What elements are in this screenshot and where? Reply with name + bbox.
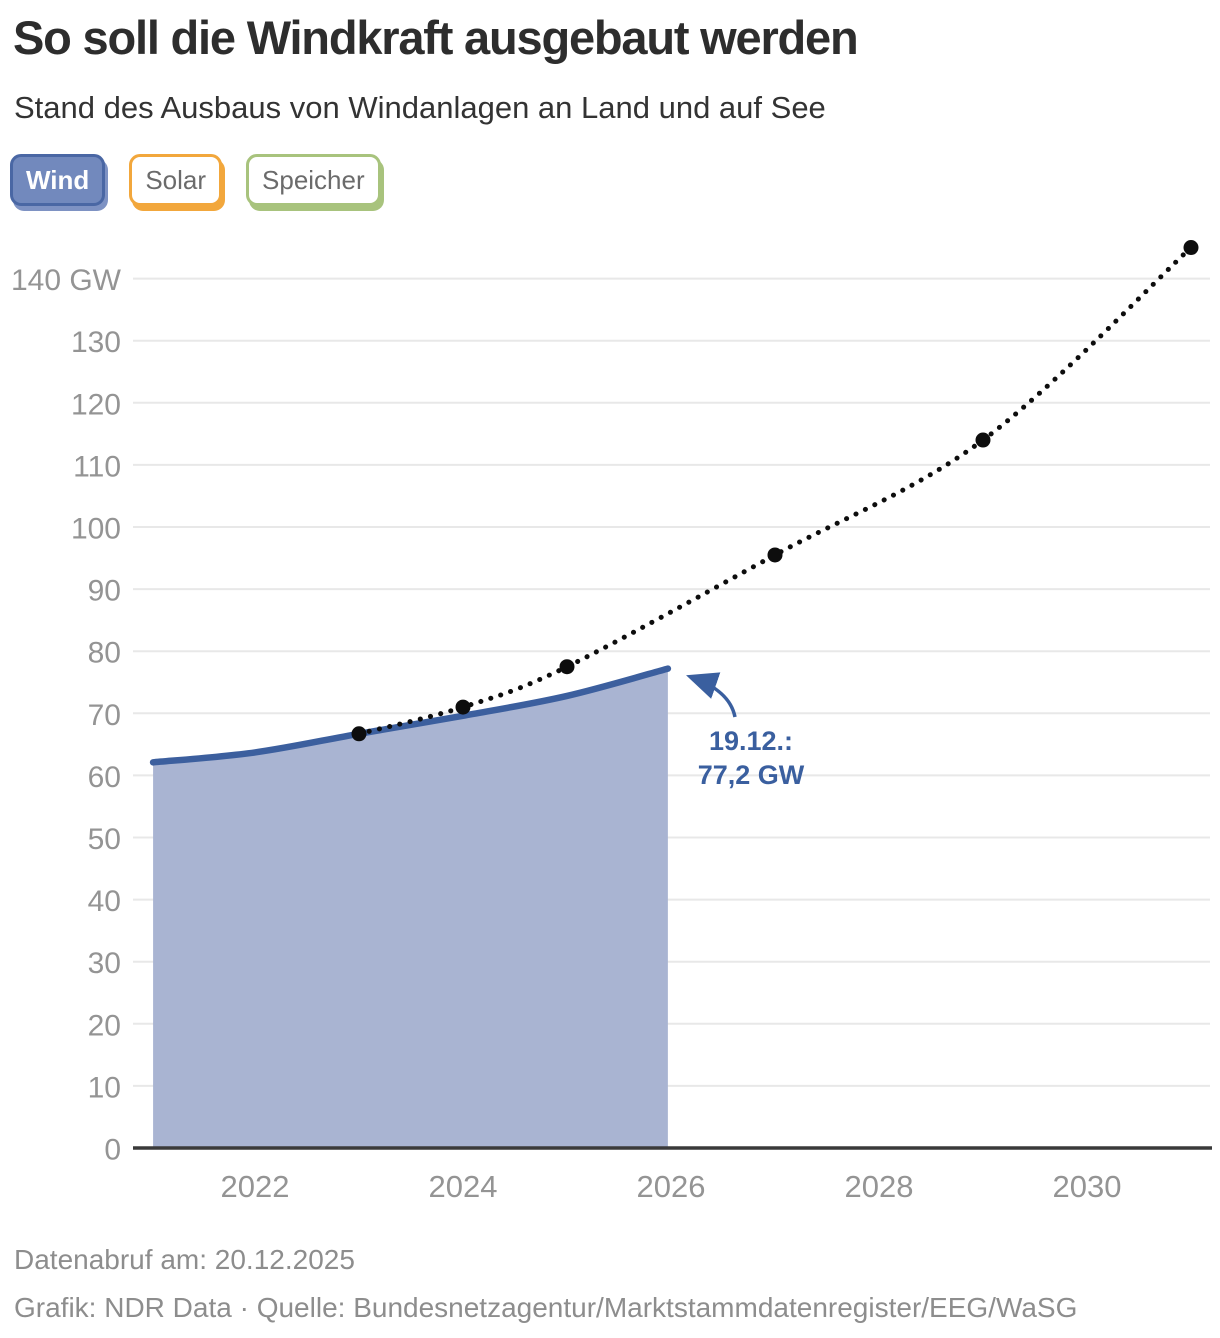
x-tick-label: 2026 <box>637 1169 706 1204</box>
actual-area-fill <box>153 668 668 1148</box>
page-title: So soll die Windkraft ausgebaut werden <box>13 11 859 64</box>
annotation-arrow <box>686 672 737 718</box>
y-tick-label: 120 <box>71 388 121 421</box>
y-tick-label: 130 <box>71 326 121 359</box>
tab-wind[interactable]: Wind <box>10 154 106 206</box>
x-tick-label: 2024 <box>429 1169 498 1204</box>
target-point <box>455 699 471 715</box>
y-tick-label: 60 <box>88 761 121 794</box>
target-point <box>1183 240 1199 256</box>
target-point <box>351 726 367 742</box>
y-tick-label: 140 GW <box>11 264 122 297</box>
y-tick-label: 50 <box>88 823 121 856</box>
actual-line <box>149 665 672 766</box>
y-tick-label: 110 <box>73 450 121 483</box>
series-tabs: Wind Solar Speicher <box>10 154 381 206</box>
y-tick-label: 0 <box>104 1134 121 1167</box>
target-point <box>559 659 575 675</box>
x-tick-label: 2030 <box>1053 1169 1122 1204</box>
data-retrieval-note: Datenabruf am: 20.12.2025 <box>14 1244 355 1275</box>
credit-line: Grafik: NDR Data · Quelle: Bundesnetzage… <box>14 1292 1078 1323</box>
y-tick-label: 40 <box>88 885 121 918</box>
annotation-line2: 77,2 GW <box>698 760 805 790</box>
x-tick-label: 2022 <box>221 1169 290 1204</box>
y-tick-label: 80 <box>88 637 121 670</box>
annotation-line1: 19.12.: <box>709 726 793 756</box>
y-tick-label: 20 <box>88 1009 121 1042</box>
target-dotted-line <box>356 245 1194 737</box>
y-tick-label: 90 <box>88 575 121 608</box>
target-point <box>767 547 783 563</box>
tab-speicher[interactable]: Speicher <box>246 154 381 206</box>
page-subtitle: Stand des Ausbaus von Windanlagen an Lan… <box>14 90 826 125</box>
y-tick-label: 30 <box>88 947 121 980</box>
y-tick-label: 100 <box>71 513 121 546</box>
tab-solar[interactable]: Solar <box>129 154 223 206</box>
target-point <box>975 432 991 448</box>
y-tick-label: 70 <box>88 699 121 732</box>
x-tick-label: 2028 <box>845 1169 914 1204</box>
y-tick-label: 10 <box>88 1071 121 1104</box>
